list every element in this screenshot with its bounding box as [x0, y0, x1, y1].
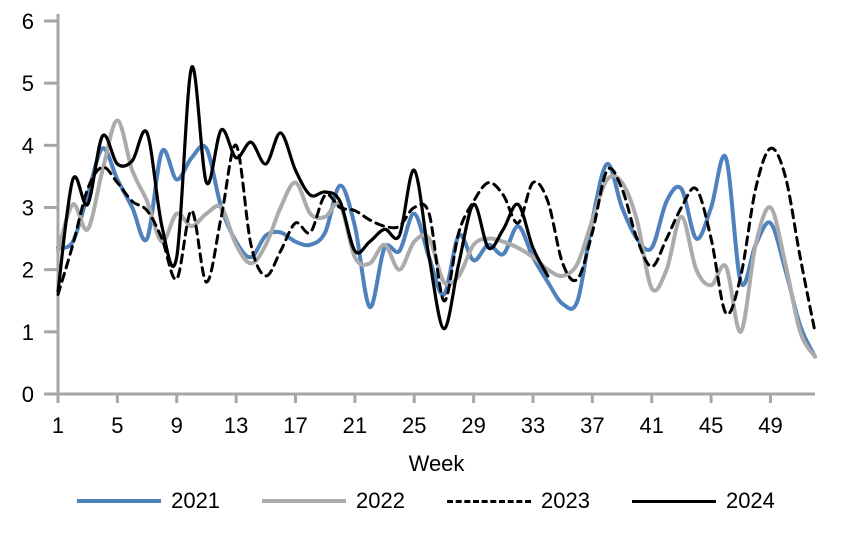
- legend-line-sample-2021: [77, 499, 162, 503]
- x-tick-label: 41: [639, 413, 663, 438]
- x-tick-label: 33: [521, 413, 545, 438]
- legend-item-2022: 2022: [262, 490, 405, 512]
- legend-label-2022: 2022: [356, 488, 405, 513]
- series-line-2021: [56, 143, 817, 359]
- legend-label-2021: 2021: [171, 488, 221, 513]
- x-tick-label: 37: [580, 413, 604, 438]
- series-line-2023: [56, 143, 817, 334]
- y-tick-label: 3: [22, 196, 34, 221]
- legend-label-2023: 2023: [541, 488, 590, 513]
- legend-line-sample-2022: [262, 499, 347, 503]
- legend-item-2024: 2024: [631, 488, 775, 513]
- series-line-2024: [56, 65, 550, 331]
- x-tick-label: 13: [224, 413, 248, 438]
- x-axis-title: Week: [409, 451, 466, 476]
- y-tick-label: 0: [22, 382, 34, 407]
- x-tick-label: 17: [283, 413, 307, 438]
- x-tick-label: 49: [758, 413, 782, 438]
- x-tick-label: 1: [52, 413, 64, 438]
- series-line-2022: [56, 118, 817, 359]
- x-tick-label: 9: [171, 413, 183, 438]
- legend-label-2024: 2024: [725, 488, 775, 513]
- y-tick-label: 6: [22, 9, 34, 34]
- x-tick-label: 29: [461, 413, 485, 438]
- legend-line-sample-2023: [447, 499, 531, 503]
- x-tick-label: 45: [699, 413, 723, 438]
- y-tick-label: 2: [22, 258, 34, 283]
- y-tick-label: 1: [22, 320, 34, 345]
- x-tick-label: 25: [402, 413, 426, 438]
- x-tick-label: 5: [111, 413, 123, 438]
- legend-line-sample-2024: [631, 499, 716, 503]
- x-tick-label: 21: [343, 413, 367, 438]
- y-tick-label: 5: [22, 71, 34, 96]
- chart-legend: 2021 2022 2023 2024: [0, 490, 852, 512]
- legend-item-2021: 2021: [77, 490, 220, 512]
- legend-item-2023: 2023: [447, 490, 590, 512]
- y-tick-label: 4: [22, 133, 34, 158]
